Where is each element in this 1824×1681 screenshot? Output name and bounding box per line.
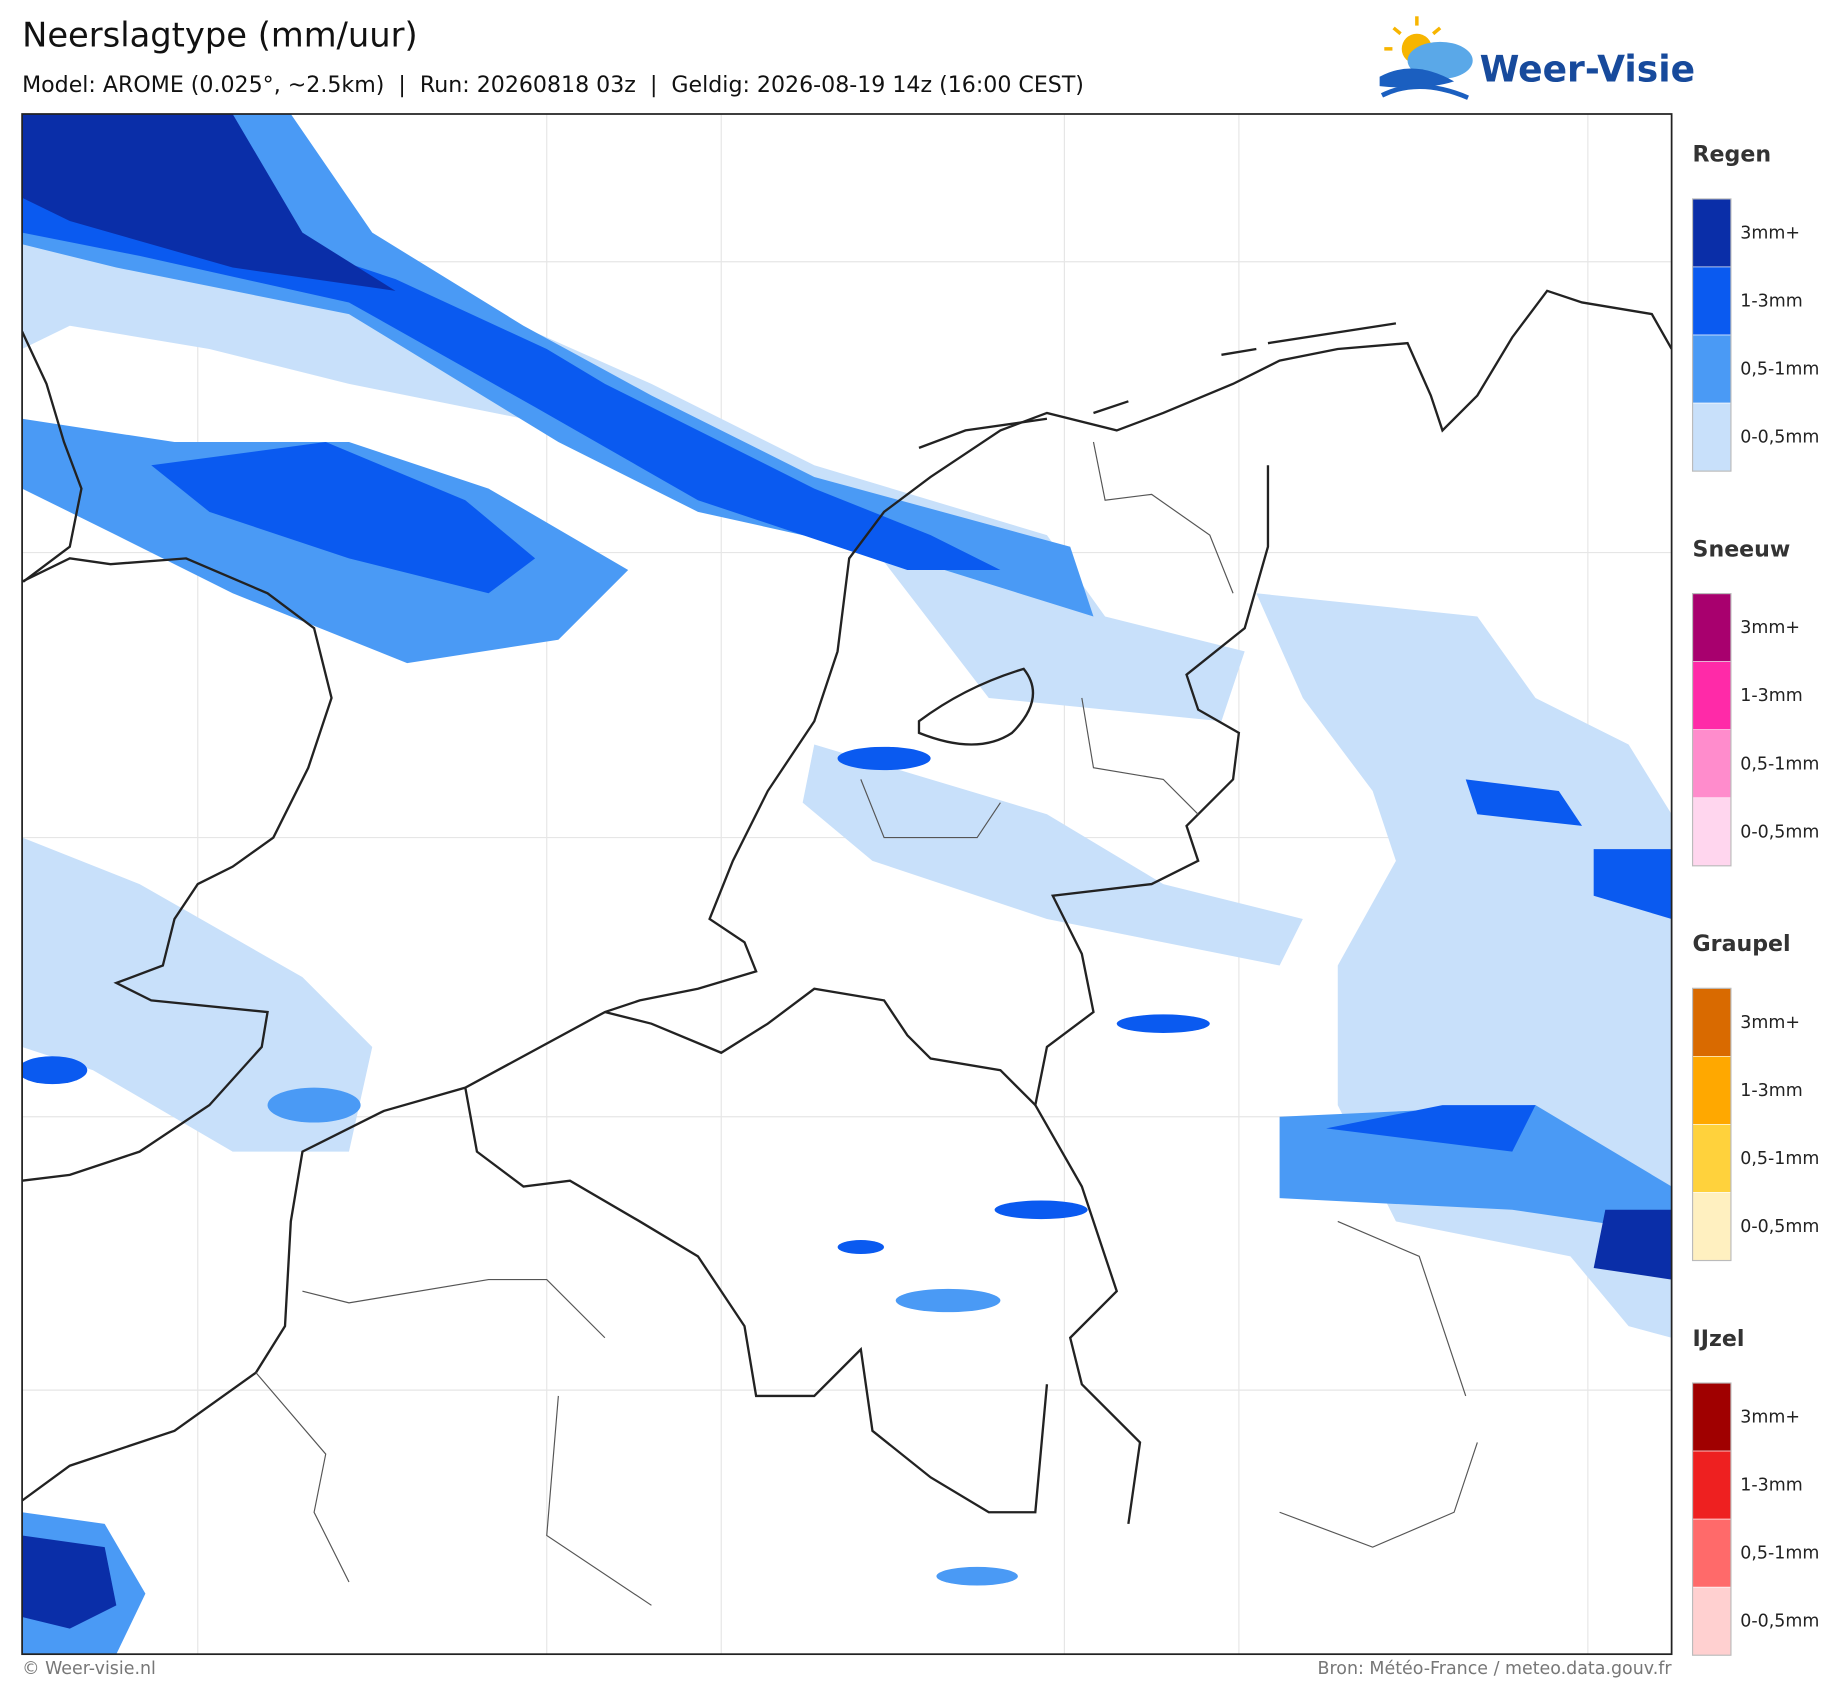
legend-swatch bbox=[1692, 266, 1732, 336]
legend-label: 0,5-1mm bbox=[1740, 1544, 1819, 1564]
legend-label: 1-3mm bbox=[1740, 1081, 1802, 1101]
legend-swatch bbox=[1692, 1586, 1732, 1656]
coastlines bbox=[22, 289, 1672, 1525]
legend-swatch bbox=[1692, 661, 1732, 731]
map bbox=[22, 114, 1672, 1655]
legend-swatch bbox=[1692, 797, 1732, 867]
legend-border bbox=[1691, 987, 1732, 1262]
legend-label: 0-0,5mm bbox=[1740, 1612, 1819, 1632]
legend-swatch bbox=[1692, 729, 1732, 799]
title: Neerslagtype (mm/uur) bbox=[22, 16, 418, 55]
legend-title: Regen bbox=[1693, 142, 1772, 168]
map-frame bbox=[21, 113, 1673, 1656]
legend-swatch bbox=[1692, 1450, 1732, 1520]
legend-border bbox=[1691, 593, 1732, 867]
subtitle: Model: AROME (0.025°, ~2.5km) | Run: 202… bbox=[22, 72, 1084, 98]
legend-label: 3mm+ bbox=[1740, 1408, 1800, 1428]
legend-label: 0,5-1mm bbox=[1740, 360, 1819, 380]
footer-right: Bron: Météo-France / meteo.data.gouv.fr bbox=[1318, 1659, 1673, 1679]
legend-label: 1-3mm bbox=[1740, 686, 1802, 706]
legend-label: 3mm+ bbox=[1740, 1013, 1800, 1033]
legend-swatch bbox=[1692, 334, 1732, 404]
legend-swatch bbox=[1692, 988, 1732, 1057]
logo: Weer-Visie bbox=[1379, 16, 1695, 100]
precipitation bbox=[22, 114, 1672, 1655]
legend-label: 0-0,5mm bbox=[1740, 1217, 1819, 1237]
legend-label: 3mm+ bbox=[1740, 223, 1800, 243]
legend-border bbox=[1691, 198, 1732, 472]
footer-left: © Weer-visie.nl bbox=[22, 1659, 156, 1679]
legend-label: 1-3mm bbox=[1740, 1476, 1802, 1496]
logo-text: Weer-Visie bbox=[1480, 48, 1695, 90]
legend-swatch bbox=[1692, 1124, 1732, 1193]
legend-title: IJzel bbox=[1693, 1326, 1745, 1352]
legend-title: Sneeuw bbox=[1693, 536, 1791, 562]
legend-label: 0,5-1mm bbox=[1740, 754, 1819, 774]
legend-swatch bbox=[1692, 198, 1732, 268]
legend-swatch bbox=[1692, 593, 1732, 662]
legend-swatch bbox=[1692, 1382, 1732, 1452]
legend-label: 0-0,5mm bbox=[1740, 822, 1819, 842]
legend-swatch bbox=[1692, 1192, 1732, 1261]
legend-label: 0-0,5mm bbox=[1740, 428, 1819, 448]
legend-title: Graupel bbox=[1693, 931, 1791, 957]
legend-border bbox=[1691, 1382, 1732, 1656]
legend-label: 3mm+ bbox=[1740, 618, 1800, 638]
legend-swatch bbox=[1692, 402, 1732, 472]
legend-label: 0,5-1mm bbox=[1740, 1149, 1819, 1169]
legend-label: 1-3mm bbox=[1740, 292, 1802, 312]
legend: Regen 3mm+ 1-3mm 0,5-1mm 0-0,5mm Sneeuw 3mm+ 1-… bbox=[1691, 142, 1819, 1656]
legend-swatch bbox=[1692, 1518, 1732, 1588]
legend-swatch bbox=[1692, 1056, 1732, 1125]
